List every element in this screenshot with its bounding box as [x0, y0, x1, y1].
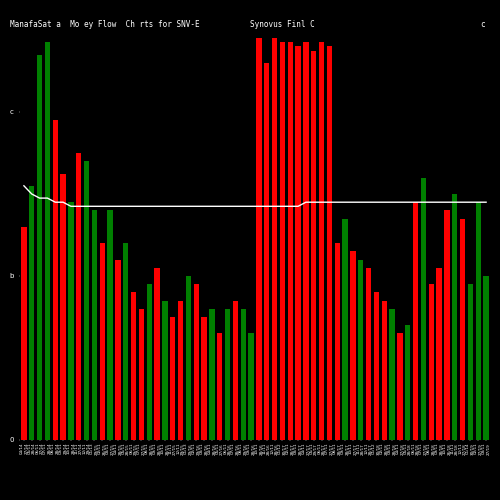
Bar — [92, 210, 97, 440]
Bar — [37, 54, 43, 440]
Bar — [444, 210, 450, 440]
Bar — [44, 42, 50, 440]
Bar — [280, 42, 285, 440]
Bar — [115, 260, 120, 440]
Bar — [303, 42, 308, 440]
Bar — [326, 46, 332, 440]
Bar — [138, 309, 144, 440]
Text: Synovus Finl C: Synovus Finl C — [250, 20, 315, 29]
Bar — [452, 194, 458, 440]
Bar — [154, 268, 160, 440]
Bar — [108, 210, 113, 440]
Bar — [390, 309, 395, 440]
Bar — [382, 300, 387, 440]
Bar — [350, 252, 356, 440]
Text: c: c — [480, 20, 485, 29]
Bar — [296, 46, 301, 440]
Bar — [405, 325, 410, 440]
Bar — [240, 309, 246, 440]
Bar — [68, 202, 73, 440]
Bar — [420, 178, 426, 440]
Bar — [202, 317, 207, 440]
Bar — [146, 284, 152, 440]
Bar — [476, 202, 481, 440]
Bar — [484, 276, 489, 440]
Bar — [428, 284, 434, 440]
Bar — [468, 284, 473, 440]
Bar — [186, 276, 191, 440]
Bar — [256, 38, 262, 440]
Bar — [358, 260, 364, 440]
Bar — [131, 292, 136, 440]
Bar — [334, 243, 340, 440]
Bar — [21, 227, 26, 440]
Bar — [209, 309, 214, 440]
Bar — [60, 174, 66, 440]
Bar — [29, 186, 34, 440]
Bar — [460, 218, 466, 440]
Bar — [170, 317, 175, 440]
Bar — [232, 300, 238, 440]
Bar — [178, 300, 184, 440]
Bar — [397, 334, 402, 440]
Bar — [162, 300, 168, 440]
Bar — [225, 309, 230, 440]
Bar — [374, 292, 379, 440]
Bar — [272, 38, 278, 440]
Bar — [436, 268, 442, 440]
Bar — [194, 284, 199, 440]
Bar — [76, 153, 82, 440]
Bar — [123, 243, 128, 440]
Bar — [84, 161, 89, 440]
Bar — [319, 42, 324, 440]
Bar — [52, 120, 58, 440]
Bar — [366, 268, 372, 440]
Bar — [413, 202, 418, 440]
Bar — [100, 243, 105, 440]
Text: ManafaSat a  Mo ey Flow  Ch rts for SNV-E: ManafaSat a Mo ey Flow Ch rts for SNV-E — [10, 20, 200, 29]
Bar — [217, 334, 222, 440]
Bar — [342, 218, 348, 440]
Bar — [248, 334, 254, 440]
Bar — [311, 50, 316, 440]
Bar — [264, 63, 270, 440]
Bar — [288, 42, 293, 440]
